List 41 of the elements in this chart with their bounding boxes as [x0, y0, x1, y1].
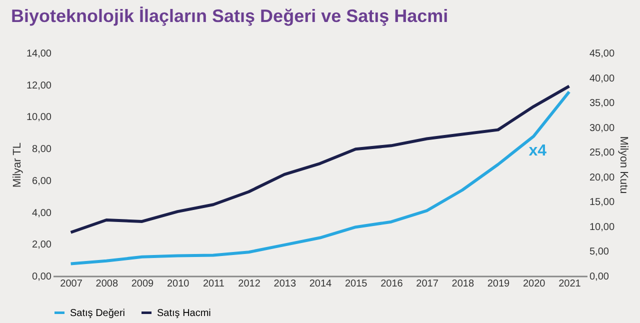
x-tick-label: 2021: [558, 278, 582, 290]
y2-tick-label: 30,00: [590, 122, 615, 134]
y-tick-label: 6,00: [32, 176, 52, 187]
x-tick-label: 2015: [344, 278, 368, 290]
y-tick-label: 14,00: [26, 48, 52, 60]
line-series: [69, 84, 571, 234]
x-tick-label: 2009: [131, 278, 154, 290]
x-tick-label: 2014: [309, 278, 332, 290]
x-tick-label: 2012: [238, 278, 261, 290]
y-tick-label: 12,00: [26, 80, 52, 92]
annotation: x4: [528, 142, 547, 160]
x-tick-label: 2008: [96, 278, 118, 290]
x-tick-label: 2007: [60, 278, 83, 290]
x-tick-label: 2016: [380, 278, 404, 290]
y2-tick-label: 20,00: [590, 172, 615, 184]
chart-title: Biyoteknolojik İlaçların Satış Değeri ve Satış Hacmi: [10, 6, 448, 26]
y-tick-label: 8,00: [32, 144, 52, 156]
x-tick-label: 2011: [202, 278, 225, 290]
legend-label: Satış Hacmi: [157, 308, 211, 319]
line-series: [69, 90, 571, 266]
x-tick-label: 2020: [522, 278, 546, 290]
x-tick-label: 2017: [416, 278, 439, 290]
y2-tick-label: 10,00: [590, 222, 615, 233]
y-tick-label: 10,00: [26, 112, 52, 124]
y-tick-label: 0,00: [32, 272, 52, 282]
x-tick-label: 2010: [166, 278, 190, 290]
x-tick-label: 2019: [487, 278, 510, 290]
y2-tick-label: 35,00: [590, 98, 615, 110]
x-tick-label: 2018: [452, 278, 474, 290]
y2-tick-label: 45,00: [590, 48, 615, 60]
y2-tick-label: 15,00: [590, 197, 615, 208]
y2-tick-label: 25,00: [590, 148, 615, 159]
y-tick-label: 4,00: [32, 208, 52, 219]
y-tick-label: 2,00: [32, 240, 52, 251]
y2-tick-label: 0,00: [590, 272, 610, 282]
y2-tick-label: 40,00: [590, 73, 615, 84]
y-axis-title: Milyar TL: [11, 142, 24, 188]
x-tick-label: 2013: [274, 278, 296, 290]
y2-tick-label: 5,00: [590, 246, 610, 258]
y2-axis-title: Milyon Kutu: [618, 136, 630, 194]
legend-label: Satış Değeri: [70, 308, 126, 319]
